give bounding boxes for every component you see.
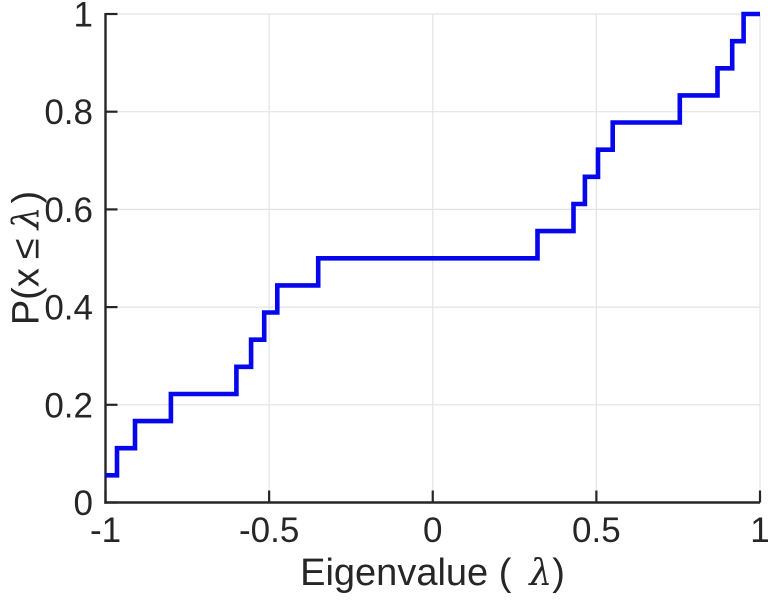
ecdf-step-line (105, 11, 760, 478)
y-tick-label: 0.6 (44, 191, 93, 230)
lambda-symbol: λ (529, 553, 553, 594)
x-axis-title-text: Eigenvalue ( (300, 552, 512, 594)
x-tick-label: 1 (750, 511, 768, 550)
y-axis-title: P(x ≤ λ) (4, 14, 50, 503)
y-tick-label: 0.8 (44, 93, 93, 132)
y-tick-label: 0 (74, 484, 93, 523)
x-axis-title: Eigenvalue ( λ) (105, 552, 760, 595)
x-tick-label: -0.5 (239, 511, 299, 550)
y-axis-title-suffix: ) (5, 190, 48, 204)
lambda-symbol: λ (6, 206, 48, 230)
x-axis-title-suffix: ) (552, 552, 565, 594)
y-axis-title-text: P(x (5, 268, 48, 326)
y-tick-label: 0.2 (44, 386, 93, 425)
leq-symbol: ≤ (5, 238, 48, 260)
y-tick-label: 0.4 (44, 289, 93, 328)
x-tick-label: 0 (423, 511, 442, 550)
x-tick-label: -1 (90, 511, 121, 550)
y-tick-label: 1 (74, 0, 93, 35)
x-tick-label: 0.5 (572, 511, 621, 550)
